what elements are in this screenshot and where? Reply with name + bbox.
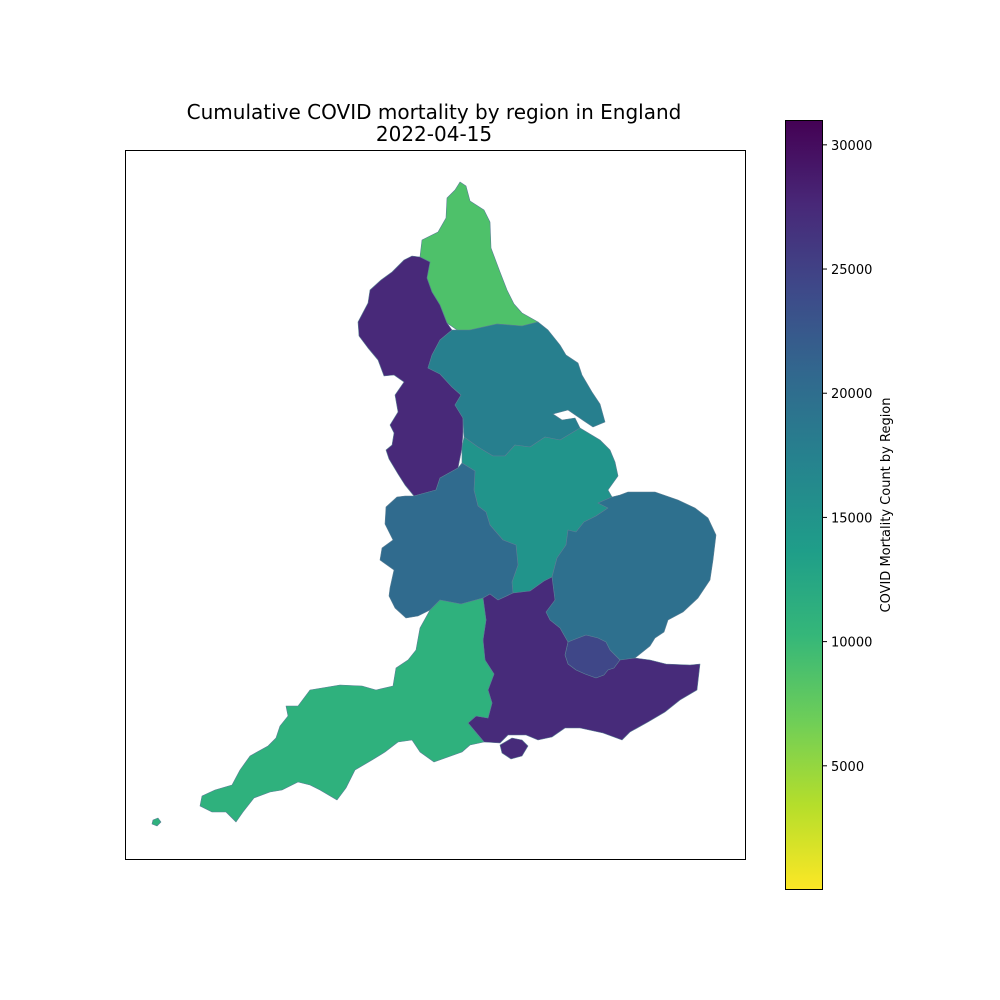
region-south-west[interactable] [199,597,495,823]
region-yorkshire-and-the-humber[interactable] [427,321,606,457]
region-scilly-isles[interactable] [151,817,162,827]
map-frame [125,150,746,860]
colorbar-frame [785,120,823,890]
colorbar-tick-label: 10000 [831,636,872,651]
colorbar-tick-label: 5000 [831,760,864,775]
colorbar-label: COVID Mortality Count by Region [879,398,894,613]
colorbar-gradient [785,120,822,890]
chart-title: Cumulative COVID mortality by region in … [187,100,682,124]
chart-date: 2022-04-15 [376,122,492,146]
region-isle-of-wight[interactable] [499,737,529,760]
colorbar-tick-label: 25000 [831,263,872,278]
colorbar-ticks: 5000 10000 15000 20000 25000 30000 [822,139,872,775]
region-west-midlands[interactable] [379,462,519,619]
region-layer [151,181,717,827]
colorbar-tick-label: 20000 [831,387,872,402]
colorbar-tick-label: 30000 [831,139,872,154]
colorbar-tick-label: 15000 [831,511,872,526]
